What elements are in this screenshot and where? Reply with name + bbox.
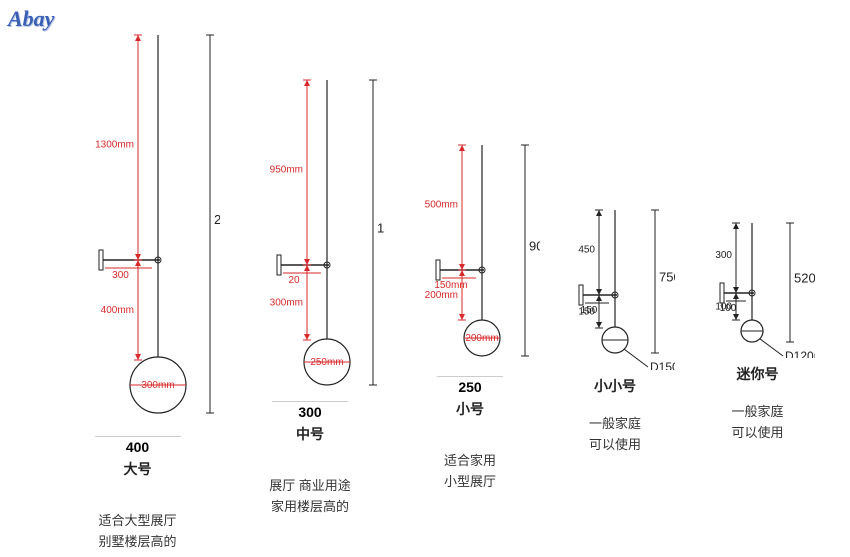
dim-label: 1500 xyxy=(377,221,385,236)
dim-label: 950mm xyxy=(270,165,303,176)
variant-mini: 300100100D120mm520迷你号一般家庭可以使用 xyxy=(700,218,815,444)
desc-line-1: 展厅 商业用途 xyxy=(235,476,385,497)
dim-label: 750 xyxy=(659,270,675,285)
brand-logo: Abay xyxy=(8,6,54,32)
size-label: 中号 xyxy=(235,424,385,444)
lamp-drawing: 300100100D120mm520 xyxy=(700,218,815,358)
base-width-line xyxy=(272,401,348,402)
dim-label: 1300mm xyxy=(95,140,134,151)
variant-xsmall: 450150150D150mm750小小号一般家庭可以使用 xyxy=(555,205,675,456)
desc-line-2: 可以使用 xyxy=(555,435,675,456)
dim-label: D150mm xyxy=(650,360,675,370)
lamp-drawing: 450150150D150mm750 xyxy=(555,205,675,370)
dim-label: 300mm xyxy=(141,380,174,391)
base-width-line xyxy=(95,436,181,437)
dim-label: 500mm xyxy=(425,200,458,211)
desc-line-1: 一般家庭 xyxy=(555,414,675,435)
desc-line-1: 适合大型展厅 xyxy=(55,511,220,532)
variant-footer: 400 大号适合大型展厅别墅楼层高的 xyxy=(55,436,220,553)
dim-label: 300 xyxy=(112,270,129,281)
desc-line-1: 适合家用 xyxy=(400,451,540,472)
lamp-drawing: 1300mm 300 400mm 300mm 2000 xyxy=(55,30,220,430)
base-width-line xyxy=(437,376,503,377)
desc-line-2: 家用楼层高的 xyxy=(235,497,385,518)
dim-label: 300mm xyxy=(270,298,303,309)
base-width: 400 xyxy=(55,439,220,455)
desc-line-2: 别墅楼层高的 xyxy=(55,532,220,553)
dim-label: 150 xyxy=(578,307,595,318)
variant-footer: 250 小号适合家用小型展厅 xyxy=(400,376,540,493)
dim-label: 200mm xyxy=(425,290,458,301)
size-label: 小小号 xyxy=(555,376,675,396)
dim-label: 400mm xyxy=(101,305,134,316)
dim-label: 250mm xyxy=(310,357,343,368)
base-width: 300 xyxy=(235,404,385,420)
dim-label: D120mm xyxy=(785,349,815,358)
desc-line-1: 一般家庭 xyxy=(700,402,815,423)
size-label: 迷你号 xyxy=(700,364,815,384)
lamp-drawing: 500mm150mm200mm200mm900 xyxy=(400,140,540,370)
dim-label: 2000 xyxy=(214,212,220,227)
dim-label: 200mm xyxy=(465,333,498,344)
dim-label: 450 xyxy=(578,245,595,256)
dim-label: 300 xyxy=(715,250,732,261)
desc-line-2: 可以使用 xyxy=(700,423,815,444)
variant-footer: 迷你号一般家庭可以使用 xyxy=(700,364,815,444)
dim-label: 520 xyxy=(794,271,815,286)
variant-medium: 950mm 20 300mm 250mm 1500 300 中号展厅 商业用途家用楼层高的 xyxy=(235,75,385,518)
variant-small: 500mm150mm200mm200mm900250小号适合家用小型展厅 xyxy=(400,140,540,493)
dim-label: 100 xyxy=(715,302,732,313)
size-label: 小号 xyxy=(400,399,540,419)
base-width: 250 xyxy=(400,379,540,395)
dim-label: 20 xyxy=(288,275,300,286)
lamp-drawing: 950mm 20 300mm 250mm 1500 xyxy=(235,75,385,395)
variant-footer: 小小号一般家庭可以使用 xyxy=(555,376,675,456)
variant-footer: 300 中号展厅 商业用途家用楼层高的 xyxy=(235,401,385,518)
size-label: 大号 xyxy=(55,459,220,479)
dim-label: 900 xyxy=(529,239,540,254)
desc-line-2: 小型展厅 xyxy=(400,472,540,493)
variant-large: 1300mm 300 400mm 300mm 2000 400 大号适合大型展厅别墅楼层高的 xyxy=(55,30,220,553)
